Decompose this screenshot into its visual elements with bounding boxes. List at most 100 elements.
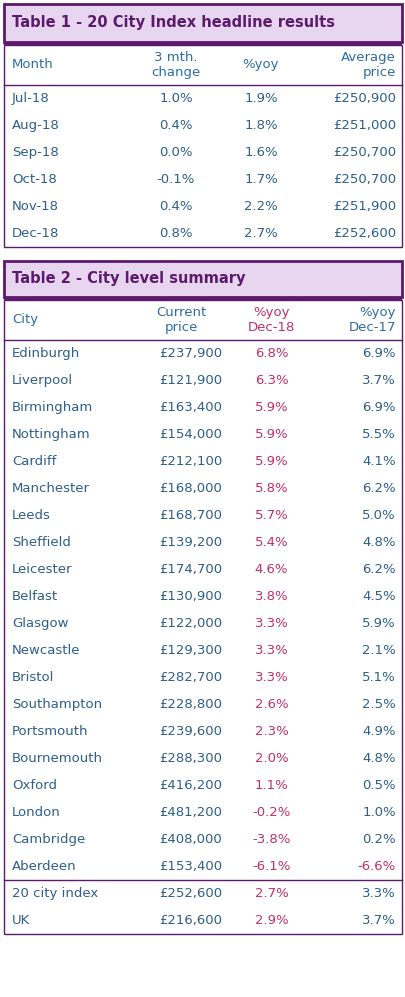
Text: -0.1%: -0.1% [156, 173, 195, 186]
Text: %yoy: %yoy [242, 59, 279, 72]
Text: Oct-18: Oct-18 [12, 173, 57, 186]
Text: %yoy
Dec-17: %yoy Dec-17 [347, 306, 395, 334]
Text: Leicester: Leicester [12, 563, 72, 576]
Text: £252,600: £252,600 [158, 887, 222, 900]
Text: Nov-18: Nov-18 [12, 200, 59, 213]
Text: Portsmouth: Portsmouth [12, 725, 88, 738]
Text: 2.7%: 2.7% [243, 227, 277, 240]
Text: Liverpool: Liverpool [12, 374, 73, 387]
Text: £481,200: £481,200 [159, 806, 222, 819]
Text: 2.2%: 2.2% [243, 200, 277, 213]
Text: Jul-18: Jul-18 [12, 92, 50, 105]
Text: Manchester: Manchester [12, 482, 90, 495]
Text: 1.6%: 1.6% [243, 146, 277, 159]
Bar [4, 261, 401, 297]
Text: Oxford: Oxford [12, 779, 57, 792]
Text: 4.6%: 4.6% [254, 563, 288, 576]
Text: 2.0%: 2.0% [254, 752, 288, 765]
Text: £154,000: £154,000 [159, 428, 222, 441]
Text: Sheffield: Sheffield [12, 536, 71, 549]
Text: £216,600: £216,600 [159, 914, 222, 927]
Text: Sep-18: Sep-18 [12, 146, 59, 159]
Text: £174,700: £174,700 [158, 563, 222, 576]
Text: Belfast: Belfast [12, 590, 58, 603]
Text: 3.3%: 3.3% [361, 887, 395, 900]
Text: £228,800: £228,800 [159, 698, 222, 711]
Text: 5.4%: 5.4% [254, 536, 288, 549]
Text: £129,300: £129,300 [158, 644, 222, 657]
Text: £251,900: £251,900 [332, 200, 395, 213]
Text: 3.8%: 3.8% [254, 590, 288, 603]
Text: City: City [12, 313, 38, 326]
Text: £122,000: £122,000 [158, 617, 222, 630]
Text: Newcastle: Newcastle [12, 644, 80, 657]
Text: Edinburgh: Edinburgh [12, 347, 80, 360]
Text: £416,200: £416,200 [159, 779, 222, 792]
Text: Month: Month [12, 59, 53, 72]
Text: Dec-18: Dec-18 [12, 227, 59, 240]
Text: 5.5%: 5.5% [361, 428, 395, 441]
Bar [4, 297, 401, 300]
Text: 4.8%: 4.8% [362, 536, 395, 549]
Text: £288,300: £288,300 [159, 752, 222, 765]
Text: 5.9%: 5.9% [254, 428, 288, 441]
Text: £239,600: £239,600 [159, 725, 222, 738]
Text: £237,900: £237,900 [158, 347, 222, 360]
Text: 4.8%: 4.8% [362, 752, 395, 765]
Text: 6.3%: 6.3% [254, 374, 288, 387]
Text: Nottingham: Nottingham [12, 428, 90, 441]
Text: £139,200: £139,200 [158, 536, 222, 549]
Text: 4.1%: 4.1% [362, 455, 395, 468]
Text: £163,400: £163,400 [159, 401, 222, 414]
Text: 1.7%: 1.7% [243, 173, 277, 186]
Text: £251,000: £251,000 [332, 119, 395, 132]
Text: 4.5%: 4.5% [362, 590, 395, 603]
Text: Aug-18: Aug-18 [12, 119, 60, 132]
Text: 5.9%: 5.9% [254, 455, 288, 468]
Text: -6.1%: -6.1% [252, 860, 290, 873]
Text: 3 mth.
change: 3 mth. change [151, 51, 200, 79]
Text: 2.5%: 2.5% [361, 698, 395, 711]
Text: 20 city index: 20 city index [12, 887, 98, 900]
Bar [4, 300, 401, 934]
Text: UK: UK [12, 914, 30, 927]
Text: Birmingham: Birmingham [12, 401, 93, 414]
Text: 3.7%: 3.7% [361, 374, 395, 387]
Text: £168,000: £168,000 [159, 482, 222, 495]
Text: 0.4%: 0.4% [159, 200, 192, 213]
Text: -0.2%: -0.2% [252, 806, 290, 819]
Text: Cardiff: Cardiff [12, 455, 56, 468]
Text: 3.3%: 3.3% [254, 644, 288, 657]
Text: %yoy
Dec-18: %yoy Dec-18 [247, 306, 294, 334]
Bar [4, 45, 401, 247]
Text: -3.8%: -3.8% [252, 833, 290, 846]
Text: 1.9%: 1.9% [243, 92, 277, 105]
Text: 5.8%: 5.8% [254, 482, 288, 495]
Text: 3.7%: 3.7% [361, 914, 395, 927]
Text: Southampton: Southampton [12, 698, 102, 711]
Text: 1.0%: 1.0% [362, 806, 395, 819]
Text: London: London [12, 806, 61, 819]
Bar [4, 4, 401, 42]
Text: £168,700: £168,700 [159, 509, 222, 522]
Text: 2.1%: 2.1% [361, 644, 395, 657]
Text: £130,900: £130,900 [159, 590, 222, 603]
Text: 1.8%: 1.8% [243, 119, 277, 132]
Text: Glasgow: Glasgow [12, 617, 68, 630]
Text: 0.2%: 0.2% [362, 833, 395, 846]
Text: 0.8%: 0.8% [159, 227, 192, 240]
Text: £408,000: £408,000 [159, 833, 222, 846]
Text: Current
price: Current price [156, 306, 206, 334]
Text: 2.6%: 2.6% [254, 698, 288, 711]
Text: 6.9%: 6.9% [362, 401, 395, 414]
Text: 3.3%: 3.3% [254, 671, 288, 684]
Text: Cambridge: Cambridge [12, 833, 85, 846]
Text: Bristol: Bristol [12, 671, 54, 684]
Text: £212,100: £212,100 [158, 455, 222, 468]
Text: 2.3%: 2.3% [254, 725, 288, 738]
Text: 2.7%: 2.7% [254, 887, 288, 900]
Text: 6.9%: 6.9% [362, 347, 395, 360]
Text: Leeds: Leeds [12, 509, 51, 522]
Text: 5.0%: 5.0% [362, 509, 395, 522]
Text: £250,700: £250,700 [332, 173, 395, 186]
